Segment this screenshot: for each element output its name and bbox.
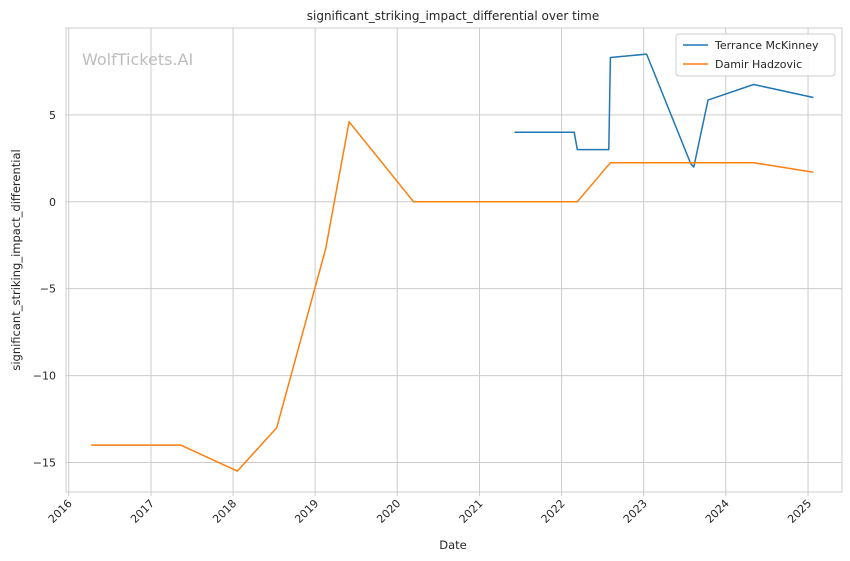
x-tick-label: 2021 bbox=[457, 497, 486, 526]
plot-frame bbox=[65, 27, 843, 493]
x-tick-label: 2022 bbox=[539, 497, 568, 526]
watermark: WolfTickets.AI bbox=[82, 50, 193, 69]
chart-title: significant_striking_impact_differential… bbox=[307, 9, 599, 23]
grid bbox=[66, 28, 842, 492]
legend-label-damir: Damir Hadzovic bbox=[715, 58, 802, 71]
x-tick-label: 2020 bbox=[374, 497, 403, 526]
y-tick-label: −15 bbox=[33, 456, 56, 469]
series-lines bbox=[91, 53, 814, 472]
x-axis-ticks: 2016 2017 2018 2019 2020 2021 2022 2023 2024 2025 bbox=[46, 492, 814, 526]
y-tick-label: −5 bbox=[40, 283, 56, 296]
x-tick-label: 2025 bbox=[785, 497, 814, 526]
y-axis-ticks: −15 −10 −5 0 5 bbox=[33, 109, 56, 470]
x-tick-label: 2016 bbox=[46, 497, 75, 526]
x-tick-label: 2018 bbox=[210, 497, 239, 526]
series-line-damir-hadzovic bbox=[91, 121, 814, 472]
legend-box bbox=[675, 33, 836, 77]
y-axis-label: significant_striking_impact_differential bbox=[9, 149, 23, 370]
x-tick-label: 2023 bbox=[621, 497, 650, 526]
x-tick-label: 2019 bbox=[292, 497, 321, 526]
legend: Terrance McKinney Damir Hadzovic bbox=[675, 33, 836, 77]
x-tick-label: 2024 bbox=[703, 497, 732, 526]
y-tick-label: −10 bbox=[33, 370, 56, 383]
y-tick-label: 0 bbox=[49, 196, 56, 209]
x-tick-label: 2017 bbox=[128, 497, 157, 526]
legend-label-terrance: Terrance McKinney bbox=[714, 39, 819, 52]
y-tick-label: 5 bbox=[49, 109, 56, 122]
series-line-terrance-mckinney bbox=[514, 53, 814, 168]
x-axis-label: Date bbox=[439, 538, 467, 552]
